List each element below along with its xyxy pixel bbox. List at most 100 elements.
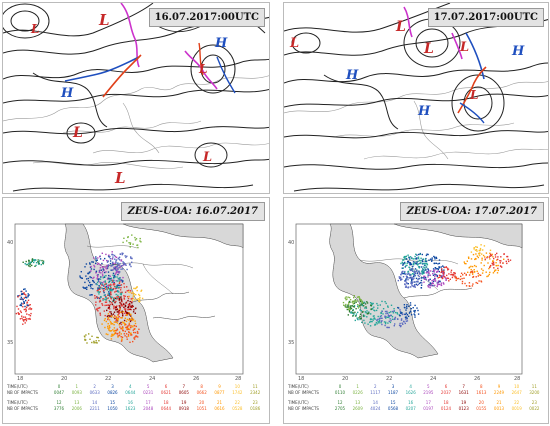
- lightning-strike: [103, 269, 105, 271]
- coastlines: [284, 81, 548, 160]
- lightning-strike: [463, 272, 466, 274]
- lightning-strike: [108, 319, 111, 321]
- lightning-strike: [90, 287, 92, 289]
- lightning-strike: [411, 273, 414, 275]
- lightning-strike: [132, 329, 134, 331]
- lightning-strike: [399, 322, 401, 325]
- lightning-strike: [118, 257, 120, 259]
- lightning-strike: [368, 311, 370, 313]
- lightning-strike: [427, 274, 429, 276]
- lightning-strike: [119, 284, 121, 287]
- legend-impact-count: 1613: [476, 390, 487, 395]
- lightning-strike: [115, 280, 117, 282]
- lightning-strike: [433, 271, 436, 273]
- lightning-strike: [104, 318, 106, 320]
- lightning-strike: [121, 252, 123, 254]
- lightning-strike: [428, 270, 430, 272]
- lightning-strike: [489, 265, 491, 268]
- warm-front-east: [198, 42, 204, 76]
- lightning-strike: [425, 268, 427, 270]
- lightning-strike: [24, 293, 26, 296]
- lightning-strike: [119, 289, 122, 291]
- lightning-strike: [383, 321, 386, 323]
- lightning-strike: [384, 310, 387, 313]
- lightning-strike: [111, 265, 113, 267]
- lightning-strike: [506, 255, 508, 258]
- lightning-strike: [131, 297, 134, 300]
- legend-hour: 1: [356, 384, 359, 389]
- lightning-strike: [465, 273, 467, 276]
- lightning-strike: [371, 320, 373, 323]
- lightning-strike: [113, 306, 115, 308]
- lightning-strike: [104, 296, 107, 298]
- lightning-strike: [113, 324, 115, 326]
- lightning-strike: [112, 256, 114, 258]
- lightning-strike: [473, 264, 476, 267]
- lightning-strike: [86, 278, 88, 280]
- lightning-strike: [464, 282, 466, 285]
- lightning-strike: [89, 281, 91, 284]
- lightning-strike: [118, 267, 120, 269]
- lightning-strike: [122, 280, 124, 282]
- lightning-strike: [396, 313, 399, 315]
- lightning-strike: [121, 327, 123, 329]
- lightning-strike: [478, 274, 481, 276]
- legend-impact-count: 2006: [71, 406, 82, 411]
- lightning-strike: [97, 275, 99, 278]
- low-pressure-symbol: L: [423, 41, 434, 57]
- lightning-strike: [358, 305, 360, 308]
- lightning-strike: [96, 342, 98, 344]
- lightning-strike: [135, 238, 138, 240]
- legend-time-header: TIME(UTC): [288, 400, 309, 405]
- lightning-strike: [358, 296, 360, 298]
- legend-impact-count: 2647: [511, 390, 522, 395]
- lightning-strike: [99, 281, 101, 283]
- lightning-strike: [98, 271, 100, 274]
- legend-hour: 12: [337, 400, 343, 405]
- lightning-strike: [411, 282, 413, 284]
- lightning-strike: [394, 318, 396, 320]
- lightning-strike: [91, 284, 93, 286]
- lightning-strike: [128, 242, 130, 244]
- legend-hour: 17: [145, 400, 151, 405]
- lightning-strike: [125, 264, 127, 266]
- lightning-strike: [107, 265, 109, 268]
- lightning-strike: [24, 316, 27, 318]
- lightning-strike: [100, 281, 102, 284]
- lightning-strike: [115, 285, 118, 288]
- lightning-strike: [132, 311, 135, 313]
- lightning-strike: [128, 331, 130, 333]
- lightning-strike: [134, 336, 136, 338]
- lightning-strike: [348, 307, 350, 310]
- lightning-strike: [414, 272, 416, 274]
- lightning-strike: [460, 272, 463, 274]
- lightning-strike: [417, 309, 419, 312]
- lightning-strike: [107, 293, 109, 295]
- lightning-strike: [106, 287, 108, 289]
- lightning-strike: [412, 263, 414, 265]
- lightning-strike: [124, 335, 126, 337]
- lightning-strike: [79, 276, 82, 279]
- lightning-strike: [93, 340, 95, 343]
- lightning-strike: [99, 269, 101, 271]
- lightning-strike: [396, 318, 399, 320]
- lightning-strike: [480, 280, 482, 282]
- lightning-strike: [442, 273, 444, 275]
- lightning-strike: [116, 266, 119, 268]
- lightning-strike: [40, 263, 42, 266]
- lightning-strike: [124, 330, 126, 333]
- synoptic-map-17-07: L L L L H H H L 17.07.2017:00UTC: [283, 2, 549, 194]
- lightning-strike: [434, 267, 436, 269]
- lightning-strike: [129, 263, 131, 265]
- lightning-strike: [118, 264, 120, 266]
- lightning-strike: [25, 310, 27, 313]
- isobars: [3, 3, 269, 192]
- lightning-strike: [426, 253, 428, 255]
- lightning-strike: [95, 342, 97, 344]
- lightning-strike: [101, 284, 103, 286]
- lon-tick-label: 18: [17, 376, 23, 382]
- lightning-strike: [415, 258, 417, 260]
- occluded-front: [403, 6, 413, 38]
- lightning-strike: [135, 287, 137, 289]
- lightning-strike: [409, 274, 411, 276]
